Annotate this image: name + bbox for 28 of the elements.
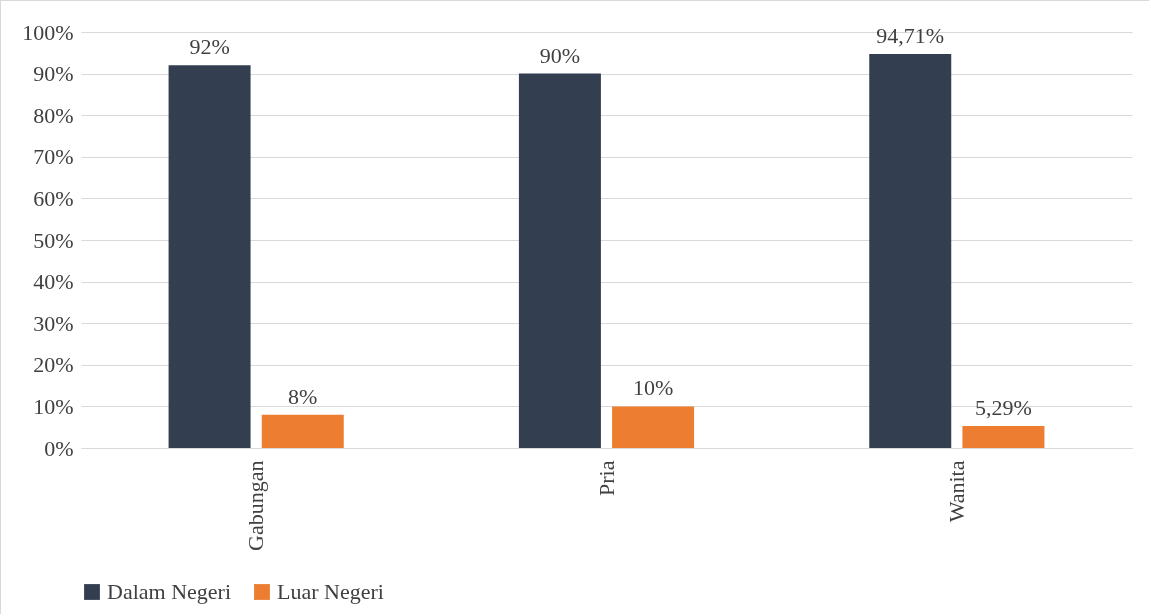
bar [612, 406, 695, 448]
x-tick-label: Pria [593, 460, 619, 496]
bar [261, 414, 344, 448]
y-tick-label: 10% [33, 393, 74, 419]
legend-label: Dalam Negeri [107, 579, 231, 604]
y-tick-label: 100% [22, 19, 74, 45]
y-tick-label: 0% [44, 435, 74, 461]
data-label: 5,29% [975, 394, 1032, 420]
y-tick-label: 70% [33, 144, 74, 170]
bar [518, 73, 601, 448]
y-tick-label: 50% [33, 227, 74, 253]
bar [962, 425, 1045, 448]
data-label: 90% [539, 42, 581, 68]
y-tick-label: 20% [33, 352, 74, 378]
bar [168, 65, 251, 448]
data-label: 10% [632, 375, 674, 401]
x-tick-label: Gabungan [243, 460, 269, 551]
bar [869, 54, 952, 448]
data-label: 92% [189, 34, 230, 60]
data-label: 94,71% [876, 23, 945, 49]
legend-label: Luar Negeri [277, 579, 384, 604]
x-tick-label: Wanita [943, 460, 969, 523]
data-label: 8% [288, 383, 318, 409]
y-tick-label: 90% [33, 61, 74, 87]
y-tick-label: 80% [33, 102, 74, 128]
y-tick-label: 40% [33, 269, 74, 295]
y-tick-label: 30% [33, 310, 74, 336]
y-tick-label: 60% [33, 185, 74, 211]
